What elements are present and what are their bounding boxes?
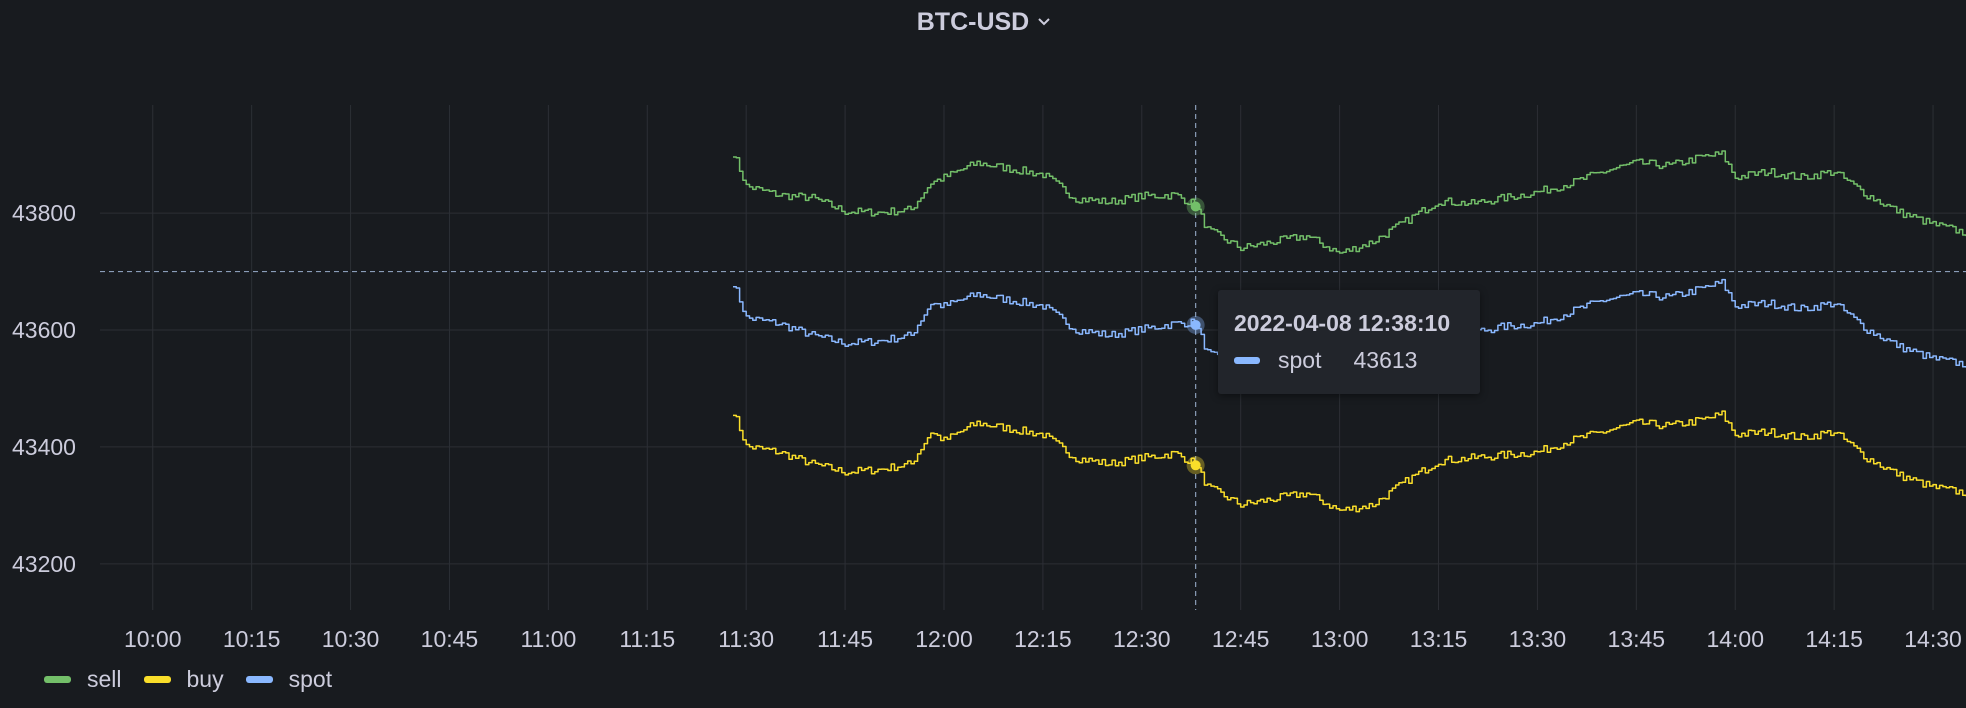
x-tick-label: 12:00 (915, 626, 973, 652)
x-tick-label: 10:15 (223, 626, 281, 652)
legend-label-buy: buy (186, 666, 224, 692)
legend-swatch-buy (143, 676, 171, 683)
crosshair (100, 105, 1966, 610)
legend-label-sell: sell (87, 666, 122, 692)
panel-title-menu[interactable]: BTC-USD (917, 8, 1052, 37)
legend-swatch-spot (245, 676, 273, 683)
y-tick-label: 43600 (12, 317, 76, 343)
legend-item-sell[interactable]: sell (44, 666, 122, 693)
grid (100, 105, 1966, 610)
y-tick-label: 43200 (12, 551, 76, 577)
hover-point-spot (1190, 319, 1201, 330)
x-tick-label: 11:15 (619, 626, 675, 652)
tooltip-series-value: 43613 (1353, 347, 1418, 373)
y-tick-label: 43800 (12, 200, 76, 226)
x-tick-label: 13:30 (1509, 626, 1567, 652)
x-tick-label: 10:30 (322, 626, 380, 652)
x-tick-label: 10:00 (124, 626, 182, 652)
x-tick-label: 10:45 (421, 626, 479, 652)
series-line-buy (733, 410, 1966, 513)
series-line-sell (733, 150, 1966, 254)
axes: 10:00 10:15 10:30 10:45 11:00 11:15 11:30 11:45… (12, 200, 1962, 652)
x-tick-label: 13:15 (1410, 626, 1468, 652)
y-tick-label: 43400 (12, 434, 76, 460)
legend-swatch-sell (44, 676, 71, 683)
x-tick-label: 11:45 (817, 626, 873, 652)
x-tick-label: 14:30 (1904, 626, 1962, 652)
x-tick-label: 12:15 (1014, 626, 1072, 652)
legend-label-spot: spot (288, 666, 333, 692)
legend-item-buy[interactable]: buy (143, 666, 224, 693)
hover-points (1186, 197, 1205, 475)
x-tick-label: 12:45 (1212, 626, 1270, 652)
x-tick-label: 11:30 (718, 626, 774, 652)
legend-item-spot[interactable]: spot (245, 666, 333, 693)
x-tick-label: 11:00 (520, 626, 576, 652)
tooltip-series-row: spot 43613 (1234, 347, 1417, 374)
x-tick-label: 12:30 (1113, 626, 1171, 652)
hover-point-buy (1190, 460, 1201, 471)
x-tick-label: 13:45 (1608, 626, 1666, 652)
x-tick-label: 13:00 (1311, 626, 1369, 652)
tooltip-series-name: spot (1278, 347, 1322, 373)
tooltip-series-swatch (1234, 357, 1260, 364)
hover-point-sell (1190, 201, 1201, 212)
panel-title: BTC-USD (916, 7, 1030, 36)
chevron-down-icon[interactable] (1037, 17, 1051, 27)
x-tick-label: 14:15 (1805, 626, 1863, 652)
x-tick-label: 14:00 (1706, 626, 1764, 652)
tooltip-time: 2022-04-08 12:38:10 (1234, 310, 1451, 336)
legend: sell buy spot (44, 666, 354, 693)
hover-tooltip: 2022-04-08 12:38:10 spot 43613 (1218, 290, 1480, 394)
panel-header: BTC-USD (0, 0, 1966, 44)
